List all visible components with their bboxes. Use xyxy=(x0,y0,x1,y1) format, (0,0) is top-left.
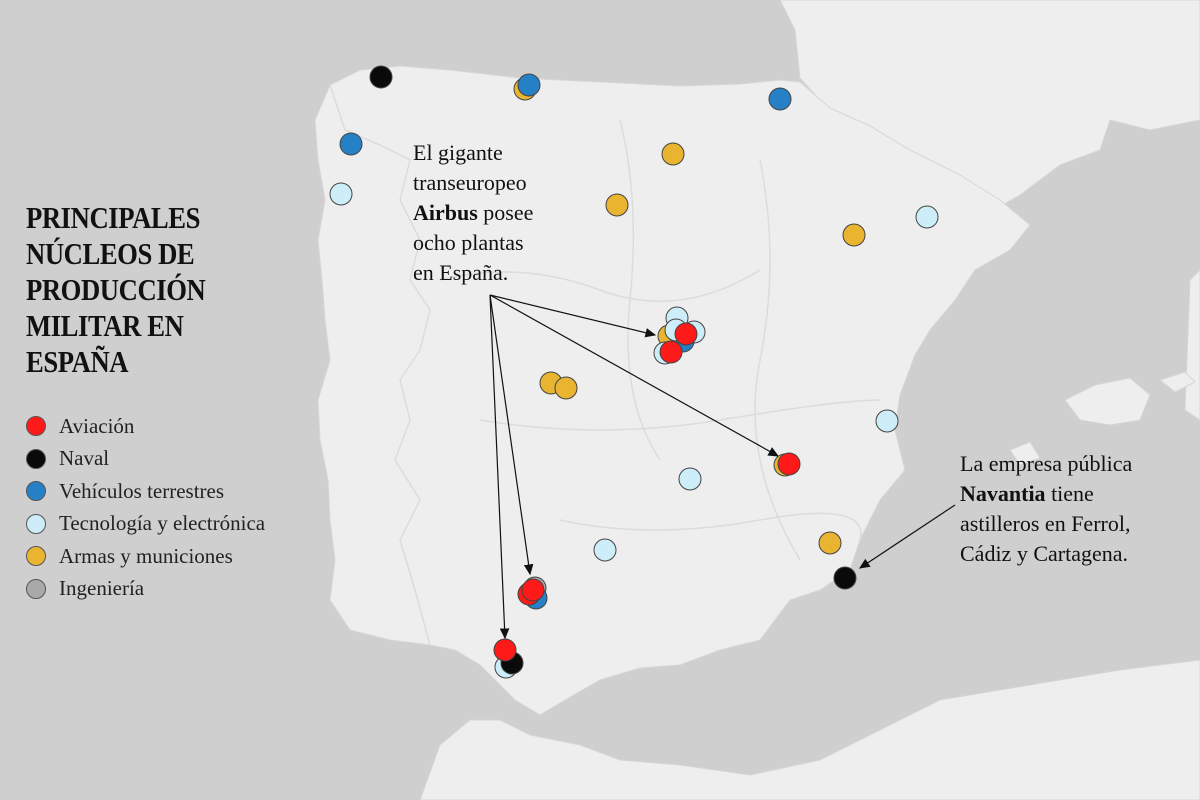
region-line-5 xyxy=(754,159,801,561)
mallorca xyxy=(1064,377,1151,426)
site-tecnologia-cordoba xyxy=(593,538,617,562)
site-armas-valladolid xyxy=(605,193,629,217)
legend-label-armas: Armas y municiones xyxy=(59,543,233,568)
legend-label-naval: Naval xyxy=(59,446,110,471)
arrow-to-cartagena xyxy=(858,504,956,569)
legend-swatch-ingenieria xyxy=(26,578,46,599)
legend-label-tecnologia: Tecnología y electrónica xyxy=(59,511,266,536)
airbus-line-5: en España. xyxy=(413,260,509,285)
airbus-annotation: El gigante transeuropeo Airbus posee och… xyxy=(413,138,533,288)
title-line-5: ESPAÑA xyxy=(26,344,129,379)
land xyxy=(314,0,1200,800)
portugal-border xyxy=(329,84,431,646)
navantia-line-4: Cádiz y Cartagena. xyxy=(960,541,1128,566)
region-line-3 xyxy=(559,512,862,541)
map-title: PRINCIPALES NÚCLEOS DE PRODUCCIÓN MILITA… xyxy=(26,200,232,380)
airbus-arrows xyxy=(489,294,780,640)
site-tecnologia-ciudad-real xyxy=(678,467,702,491)
site-naval-ferrol xyxy=(369,65,393,89)
legend-swatch-vehiculos xyxy=(26,481,46,502)
legend-label-ingenieria: Ingeniería xyxy=(59,576,145,601)
title-line-1: PRINCIPALES xyxy=(26,200,201,235)
navantia-line-2-rest: tiene xyxy=(1045,481,1094,506)
navantia-line-1: La empresa pública xyxy=(960,451,1133,476)
arrow-to-madrid xyxy=(489,294,657,338)
airbus-line-3-rest: posee xyxy=(477,200,534,225)
site-vehiculos-bilbao xyxy=(768,87,792,111)
site-vehiculos-galicia xyxy=(339,132,363,156)
site-aviacion-cadiz xyxy=(493,638,517,662)
legend-swatch-armas xyxy=(26,546,46,567)
navantia-arrow xyxy=(858,504,956,569)
legend-item-aviacion: Aviación xyxy=(26,410,265,443)
arrow-to-albacete xyxy=(489,294,780,457)
legend-item-armas: Armas y municiones xyxy=(26,540,265,573)
navantia-line-3: astilleros en Ferrol, xyxy=(960,511,1131,536)
site-aviacion-sevilla-2 xyxy=(521,578,545,602)
site-tecnologia-valencia xyxy=(875,409,899,433)
arrow-to-cadiz xyxy=(489,294,510,640)
legend-item-tecnologia: Tecnología y electrónica xyxy=(26,508,265,541)
legend-swatch-naval xyxy=(26,448,46,469)
site-armas-zaragoza xyxy=(842,223,866,247)
site-armas-burgos xyxy=(661,142,685,166)
site-aviacion-madrid-2 xyxy=(659,340,683,364)
africa-land xyxy=(419,659,1200,800)
site-naval-cartagena xyxy=(833,566,857,590)
legend-label-vehiculos: Vehículos terrestres xyxy=(59,478,225,503)
legend-label-aviacion: Aviación xyxy=(59,413,135,438)
title-line-4: MILITAR EN xyxy=(26,308,184,343)
title-line-3: PRODUCCIÓN xyxy=(26,272,206,307)
legend-swatch-tecnologia xyxy=(26,513,46,534)
title-line-2: NÚCLEOS DE xyxy=(26,236,195,271)
arrow-to-sevilla xyxy=(489,294,534,576)
site-tecnologia-barcelona-area xyxy=(915,205,939,229)
legend: Aviación Naval Vehículos terrestres Tecn… xyxy=(26,410,265,605)
navantia-annotation: La empresa pública Navantia tiene astill… xyxy=(960,449,1132,569)
airbus-line-4: ocho plantas xyxy=(413,230,524,255)
legend-item-ingenieria: Ingeniería xyxy=(26,573,265,606)
island-right xyxy=(1184,269,1200,421)
legend-swatch-aviacion xyxy=(26,416,46,437)
site-armas-alicante xyxy=(818,531,842,555)
navantia-line-2: Navantia tiene xyxy=(960,479,1132,509)
legend-item-vehiculos: Vehículos terrestres xyxy=(26,475,265,508)
airbus-line-1: El gigante xyxy=(413,140,503,165)
site-tecnologia-vigo xyxy=(329,182,353,206)
legend-item-naval: Naval xyxy=(26,443,265,476)
site-armas-toledo-2 xyxy=(554,376,578,400)
menorca xyxy=(1158,371,1196,393)
region-line-2 xyxy=(479,399,881,431)
navantia-name: Navantia xyxy=(960,481,1046,506)
sites xyxy=(329,65,939,679)
airbus-line-2: transeuropeo xyxy=(413,170,527,195)
region-line-4 xyxy=(619,119,661,461)
airbus-line-3: Airbus posee xyxy=(413,198,533,228)
ibiza xyxy=(1009,441,1041,466)
region-line-1 xyxy=(439,269,761,302)
airbus-name: Airbus xyxy=(413,200,478,225)
site-aviacion-albacete xyxy=(777,452,801,476)
site-aviacion-madrid-1 xyxy=(674,322,698,346)
region-borders xyxy=(329,84,881,646)
site-vehiculos-asturias xyxy=(517,73,541,97)
